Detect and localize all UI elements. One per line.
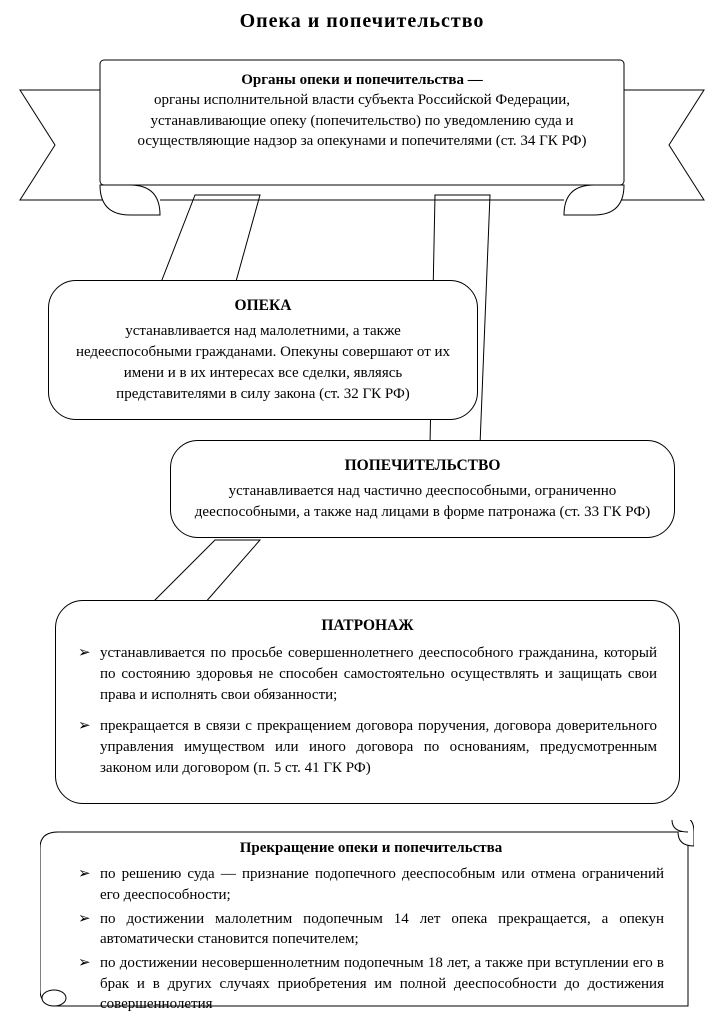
banner-body: органы исполнительной власти субъекта Ро… [138, 92, 587, 149]
box-opeka: ОПЕКА устанавливается над малолетними, а… [48, 280, 478, 420]
page-title: Опека и попечительство [0, 10, 724, 33]
banner-text: Органы опеки и попечительства — органы и… [110, 70, 614, 151]
termination-list: по решению суда — признание подопечного … [78, 864, 664, 1014]
banner: Органы опеки и попечительства — органы и… [10, 50, 714, 225]
termination-scroll: Прекращение опеки и попечительства по ре… [40, 820, 694, 1010]
patron-item: устанавливается по просьбе совершеннолет… [78, 643, 657, 706]
patron-list: устанавливается по просьбе совершеннолет… [78, 643, 657, 779]
opeka-body: устанавливается над малолетними, а также… [76, 323, 450, 402]
termination-item: по решению суда — признание подопечного … [78, 864, 664, 905]
box-popech: ПОПЕЧИТЕЛЬСТВО устанавливается над части… [170, 440, 675, 538]
banner-heading: Органы опеки и попечительства — [241, 72, 483, 88]
termination-item: по достижении несовершеннолетним подопеч… [78, 953, 664, 1014]
termination-item: по достижении малолетним подопечным 14 л… [78, 909, 664, 950]
patron-heading: ПАТРОНАЖ [78, 615, 657, 637]
opeka-heading: ОПЕКА [67, 295, 459, 317]
termination-heading: Прекращение опеки и попечительства [78, 838, 664, 858]
patron-item: прекращается в связи с прекращением дого… [78, 716, 657, 779]
box-patron: ПАТРОНАЖ устанавливается по просьбе сове… [55, 600, 680, 804]
termination-text: Прекращение опеки и попечительства по ре… [78, 838, 664, 1018]
popech-body: устанавливается над частично дееспособны… [195, 483, 650, 520]
popech-heading: ПОПЕЧИТЕЛЬСТВО [189, 455, 656, 477]
